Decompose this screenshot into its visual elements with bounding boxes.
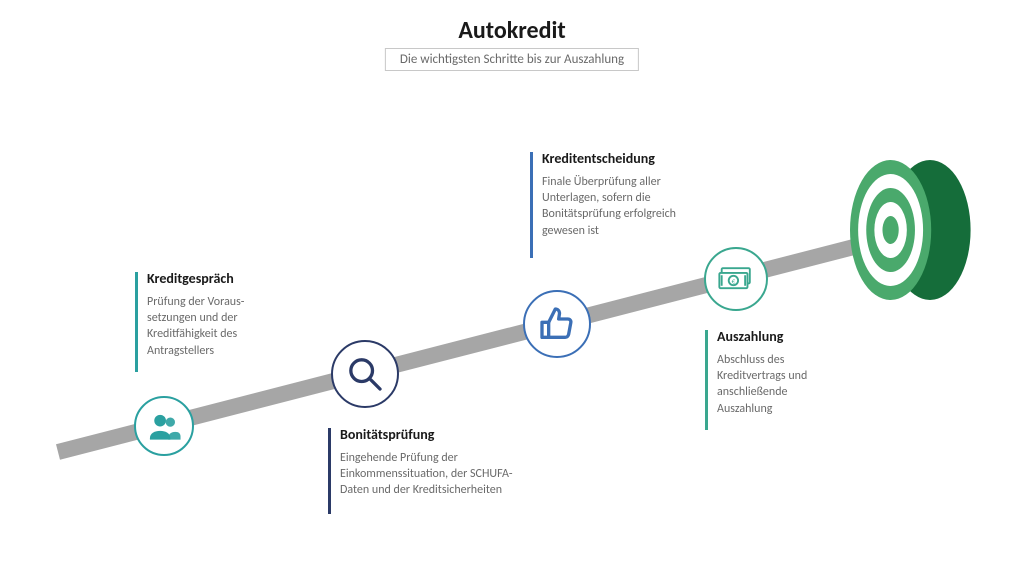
step-2-desc: Eingehende Prüfung derEinkommenssituatio…: [340, 450, 568, 499]
step-3-text: Kreditentscheidung Finale Überprüfung all…: [530, 152, 720, 258]
step-1-node: [134, 396, 194, 456]
step-2-accent-bar: [328, 428, 331, 514]
step-2-heading: Bonitätsprüfung: [340, 426, 434, 443]
infographic-canvas: { "type": "infographic", "canvas": { "w"…: [0, 0, 1024, 576]
step-3-accent-bar: [530, 152, 533, 258]
step-3-heading: Kreditentscheidung: [542, 150, 655, 167]
target-icon: [850, 160, 1004, 300]
step-2-text: Bonitätsprüfung Eingehende Prüfung derEin…: [328, 428, 568, 514]
step-1-text: Kreditgespräch Prüfung der Voraus-setzung…: [135, 272, 305, 372]
step-4-accent-bar: [705, 330, 708, 430]
svg-text:€: €: [732, 277, 736, 286]
step-1-accent-bar: [135, 272, 138, 372]
step-4-desc: Abschluss desKreditvertrags undanschließ…: [717, 352, 875, 417]
step-4-node: €: [704, 247, 768, 311]
step-3-node: [523, 290, 591, 358]
page-title: Autokredit: [0, 16, 1024, 45]
step-4-heading: Auszahlung: [717, 328, 783, 345]
page-subtitle: Die wichtigsten Schritte bis zur Auszahl…: [385, 48, 639, 71]
step-3-desc: Finale Überprüfung allerUnterlagen, sofe…: [542, 174, 720, 239]
step-1-heading: Kreditgespräch: [147, 270, 234, 287]
step-2-node: [331, 340, 399, 408]
step-1-desc: Prüfung der Voraus-setzungen und derKred…: [147, 294, 305, 359]
step-4-text: Auszahlung Abschluss desKreditvertrags un…: [705, 330, 875, 430]
